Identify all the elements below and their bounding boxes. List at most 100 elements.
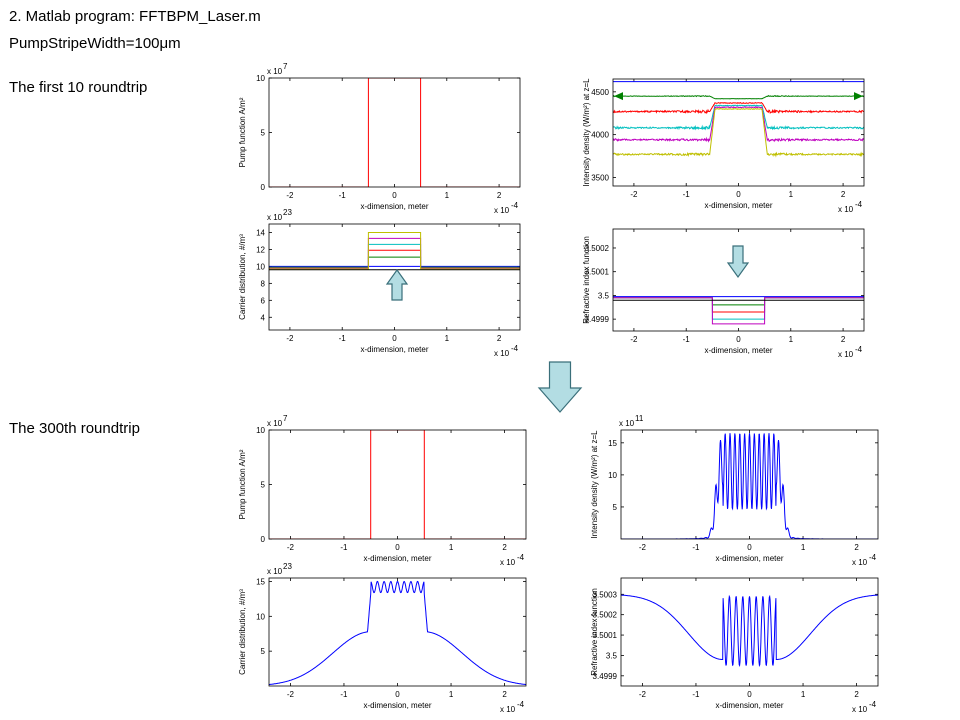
axes-frame (620, 429, 879, 540)
x-tick-label: 1 (789, 335, 794, 344)
x-exponent-power: -4 (869, 553, 877, 562)
axes-frame (612, 78, 865, 187)
x-tick-label: 0 (747, 690, 752, 699)
pump-stripe-width-unit: μm (159, 35, 181, 52)
y-tick-label: 5 (613, 503, 618, 512)
x-exponent-power: -4 (511, 344, 519, 353)
x-axis-label: x-dimension, meter (360, 202, 428, 211)
x-tick-label: -1 (339, 334, 347, 343)
series-line-olive (269, 232, 520, 270)
series-line-magenta (613, 297, 864, 325)
y-tick-label: 4000 (591, 131, 609, 140)
pump-stripe-width-value: PumpStripeWidth=100 (9, 35, 160, 52)
y-tick-label: 14 (256, 228, 265, 237)
y-tick-label: 5 (261, 129, 266, 138)
x-axis-label: x-dimension, meter (704, 346, 772, 355)
axes-frame (268, 577, 527, 687)
x-tick-label: -1 (339, 191, 347, 200)
y-tick-label: 10 (256, 74, 265, 83)
x-tick-label: 1 (449, 690, 454, 699)
x-exponent-label: x 10 (500, 705, 516, 714)
y-tick-label: 10 (256, 426, 265, 435)
x-tick-label: 2 (497, 334, 502, 343)
x-exponent-power: -4 (855, 200, 863, 209)
axes-frame (268, 223, 521, 331)
y-tick-label: 3.5001 (585, 268, 610, 277)
x-axis-label: x-dimension, meter (363, 701, 431, 710)
y-tick-label: 3500 (591, 173, 609, 182)
series-line-olive (613, 107, 864, 158)
chart-300th-carrier: -2 -1 0 1 2 5 10 15 x-dimension, meter Carrier di… (238, 562, 527, 714)
x-tick-label: 1 (801, 690, 806, 699)
x-exponent-label: x 10 (494, 206, 510, 215)
axes-frame (612, 228, 865, 332)
x-tick-label: -1 (692, 690, 700, 699)
x-axis-label: x-dimension, meter (715, 701, 783, 710)
y-tick-label: 3.4999 (593, 672, 618, 681)
y-tick-label: 3.5002 (593, 611, 618, 620)
x-axis-label: x-dimension, meter (704, 201, 772, 210)
series-line-blue (269, 580, 526, 685)
y-axis-label: Refractive index function (582, 236, 591, 324)
series-line-cyan (613, 104, 864, 131)
y-tick-label: 4500 (591, 88, 609, 97)
y-tick-label: 12 (256, 245, 265, 254)
x-exponent-label: x 10 (852, 558, 868, 567)
down-arrow-icon (726, 245, 750, 279)
up-arrow-icon (385, 268, 409, 301)
y-exponent-power: 7 (283, 62, 288, 71)
y-tick-label: 10 (256, 262, 265, 271)
y-tick-label: 3.5001 (593, 631, 618, 640)
x-tick-label: 2 (854, 543, 859, 552)
x-axis-label: x-dimension, meter (715, 554, 783, 563)
plot-area (269, 578, 526, 686)
x-tick-label: 0 (392, 191, 397, 200)
series-line-blue (621, 594, 878, 667)
y-axis-label: Intensity density (W/m²) at z=L (582, 78, 591, 187)
x-exponent-label: x 10 (838, 350, 854, 359)
y-axis-label: Intensity density (W/m²) at z=L (590, 430, 599, 539)
x-tick-label: 0 (736, 335, 741, 344)
x-tick-label: -2 (630, 190, 638, 199)
x-tick-label: -2 (287, 690, 295, 699)
y-tick-label: 8 (261, 279, 266, 288)
x-tick-label: -2 (286, 191, 294, 200)
x-tick-label: 2 (841, 190, 846, 199)
y-axis-label: Carrier distribution, #/m³ (238, 234, 247, 320)
right-edge-marker (854, 92, 863, 101)
left-edge-marker (614, 92, 623, 101)
x-exponent-label: x 10 (852, 705, 868, 714)
plot-area (621, 578, 878, 686)
x-exponent-power: -4 (511, 201, 519, 210)
axes-frame (268, 77, 521, 188)
x-exponent-label: x 10 (494, 349, 510, 358)
x-exponent-label: x 10 (838, 205, 854, 214)
300th-roundtrip-label: The 300th roundtrip (9, 420, 140, 437)
x-tick-label: 0 (747, 543, 752, 552)
x-tick-label: 2 (502, 543, 507, 552)
y-tick-label: 3.5 (606, 651, 618, 660)
y-axis-label: Pump function A/m² (238, 97, 247, 167)
chart-300th-intensity: -2 -1 0 1 2 5 10 15 x-dimension, meter Intensity … (590, 414, 879, 567)
plot-area (613, 229, 864, 331)
x-tick-label: -2 (639, 690, 647, 699)
y-tick-label: 15 (608, 439, 617, 448)
y-tick-label: 5 (261, 647, 266, 656)
plot-area (269, 78, 520, 187)
x-tick-label: 1 (445, 191, 450, 200)
y-tick-label: 0 (261, 183, 266, 192)
chart-first-10-pump: -2 -1 0 1 2 0 5 10 x-dimension, meter Pump functi… (238, 62, 521, 215)
series-line-red (613, 101, 864, 115)
y-tick-label: 3.5 (598, 291, 610, 300)
big-down-arrow-icon (537, 361, 583, 413)
x-tick-label: 2 (502, 690, 507, 699)
pump-stripe-width-label: PumpStripeWidth=100μm (9, 35, 181, 52)
y-axis-label: Carrier distribution, #/m³ (238, 589, 247, 675)
y-exponent-label: x 10 (619, 419, 635, 428)
series-line-blue (621, 433, 878, 539)
y-axis-label: Pump function A/m² (238, 449, 247, 519)
y-exponent-label: x 10 (267, 567, 283, 576)
x-exponent-power: -4 (855, 345, 863, 354)
plot-area (621, 430, 878, 539)
